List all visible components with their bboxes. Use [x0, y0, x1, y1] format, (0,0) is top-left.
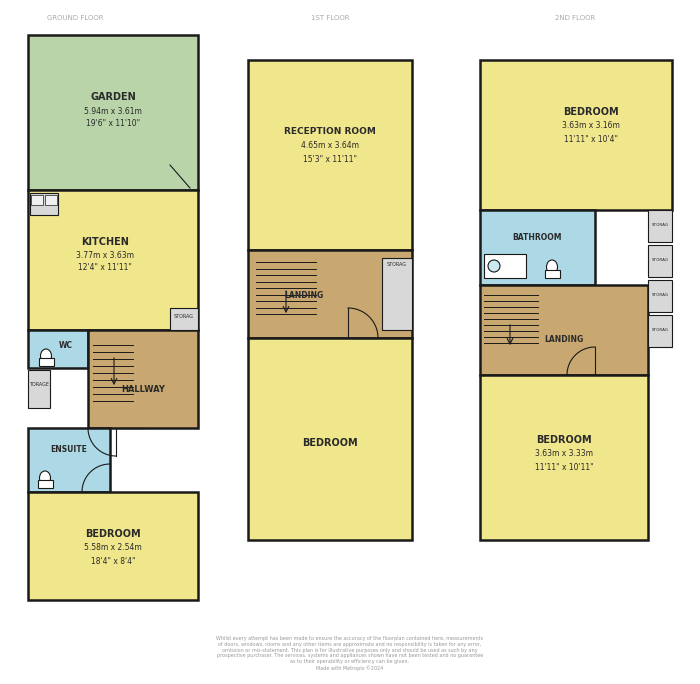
Bar	[648, 315, 672, 347]
Bar	[480, 285, 648, 375]
Bar	[28, 35, 198, 190]
Bar	[480, 210, 595, 285]
Bar	[480, 375, 648, 540]
Bar	[648, 245, 672, 277]
Ellipse shape	[39, 471, 50, 485]
Text: WC: WC	[59, 341, 73, 350]
Bar	[39, 358, 54, 366]
Text: 1ST FLOOR: 1ST FLOOR	[311, 15, 349, 21]
Text: STORAG: STORAG	[652, 223, 668, 227]
Text: GARDEN: GARDEN	[90, 92, 136, 102]
Text: KITCHEN: KITCHEN	[81, 237, 129, 247]
Text: HALLWAY: HALLWAY	[121, 386, 165, 395]
Text: 3.77m x 3.63m: 3.77m x 3.63m	[76, 250, 134, 259]
Text: ENSUITE: ENSUITE	[50, 445, 88, 454]
Text: STORAG: STORAG	[387, 263, 407, 267]
Text: GROUND FLOOR: GROUND FLOOR	[47, 15, 104, 21]
Text: TORAGE: TORAGE	[29, 382, 49, 388]
Text: 5.94m x 3.61m: 5.94m x 3.61m	[84, 107, 142, 116]
Bar	[28, 370, 50, 408]
Bar	[28, 428, 110, 492]
Text: 3.63m x 3.33m: 3.63m x 3.33m	[535, 449, 593, 458]
Text: BEDROOM: BEDROOM	[85, 529, 141, 539]
Bar	[28, 330, 88, 368]
Text: STORAG: STORAG	[652, 293, 668, 297]
Bar	[28, 190, 198, 330]
Text: 5.58m x 2.54m: 5.58m x 2.54m	[84, 544, 142, 553]
Text: BATHROOM: BATHROOM	[512, 233, 561, 243]
Text: BEDROOM: BEDROOM	[536, 435, 592, 445]
Text: LANDING: LANDING	[545, 335, 584, 345]
Bar	[170, 308, 198, 330]
Text: 2ND FLOOR: 2ND FLOOR	[555, 15, 595, 21]
Ellipse shape	[547, 260, 557, 274]
Bar	[31, 195, 43, 205]
Bar	[248, 60, 412, 250]
Text: STORAG: STORAG	[652, 258, 668, 262]
Bar	[88, 330, 198, 428]
Text: 3.63m x 3.16m: 3.63m x 3.16m	[562, 122, 620, 131]
Text: 11'11" x 10'4": 11'11" x 10'4"	[564, 135, 618, 144]
Text: RECEPTION ROOM: RECEPTION ROOM	[284, 127, 376, 137]
Bar	[248, 338, 412, 540]
Bar	[648, 280, 672, 312]
Text: BEDROOM: BEDROOM	[564, 107, 620, 117]
Text: 15'3" x 11'11": 15'3" x 11'11"	[303, 155, 357, 163]
Text: STORAG: STORAG	[652, 328, 668, 332]
Text: 12'4" x 11'11": 12'4" x 11'11"	[78, 263, 132, 272]
Bar	[480, 60, 672, 210]
Bar	[382, 258, 412, 330]
Ellipse shape	[488, 260, 500, 272]
Text: LANDING: LANDING	[284, 291, 323, 300]
Text: BEDROOM: BEDROOM	[302, 438, 358, 448]
Bar	[38, 480, 53, 488]
Bar	[28, 492, 198, 600]
Bar	[545, 270, 560, 278]
Text: Whilst every attempt has been made to ensure the accuracy of the floorplan conta: Whilst every attempt has been made to en…	[216, 636, 484, 671]
Bar	[484, 254, 526, 278]
Text: STORAG: STORAG	[174, 313, 194, 319]
Bar	[45, 195, 57, 205]
Ellipse shape	[41, 349, 52, 363]
Text: 11'11" x 10'11": 11'11" x 10'11"	[535, 462, 594, 471]
Text: 19'6" x 11'10": 19'6" x 11'10"	[86, 120, 140, 129]
Text: 18'4" x 8'4": 18'4" x 8'4"	[91, 557, 135, 566]
Text: 4.65m x 3.64m: 4.65m x 3.64m	[301, 142, 359, 150]
Bar	[248, 250, 412, 338]
Bar	[648, 210, 672, 242]
Bar	[30, 193, 58, 215]
